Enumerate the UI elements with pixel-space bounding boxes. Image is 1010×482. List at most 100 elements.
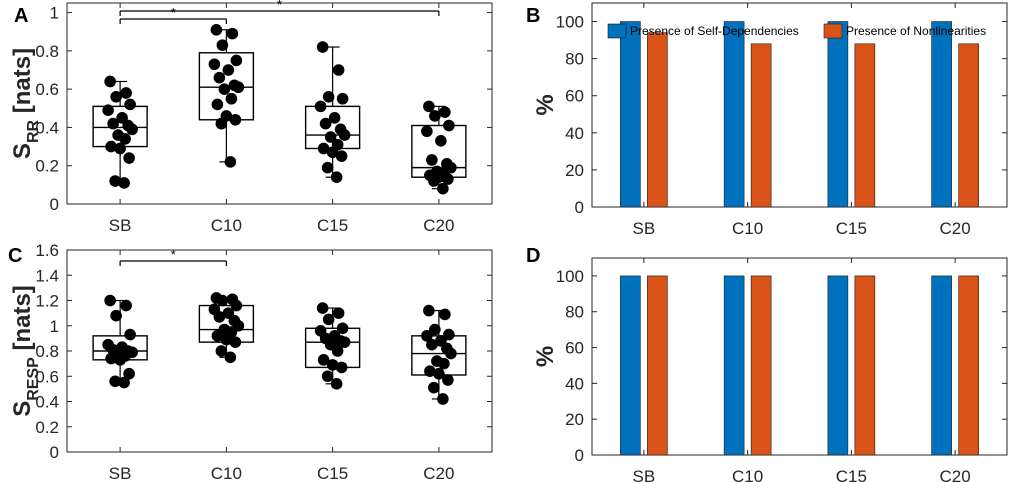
y-axis-label-unit: [nats] xyxy=(9,48,36,120)
data-point xyxy=(220,333,233,346)
bar-nonlinearities-c20 xyxy=(958,275,979,456)
panel-letter: C xyxy=(8,245,22,267)
x-tick-label: C20 xyxy=(423,216,454,235)
data-point xyxy=(321,370,334,383)
data-point xyxy=(215,117,228,130)
legend-label: Presence of Self-Dependencies xyxy=(630,24,799,38)
x-tick-label: SB xyxy=(109,216,132,235)
y-tick-label: 0.8 xyxy=(35,42,59,61)
y-tick-label: 40 xyxy=(565,374,584,393)
data-point xyxy=(118,376,130,389)
x-tick-label: SB xyxy=(109,464,132,482)
data-point xyxy=(230,299,243,312)
data-point xyxy=(332,307,345,319)
data-point xyxy=(424,365,436,378)
y-tick-label: 100 xyxy=(556,13,584,32)
data-point xyxy=(336,322,349,335)
data-point xyxy=(123,152,135,164)
data-point xyxy=(118,177,130,189)
y-axis-label: % xyxy=(532,94,559,115)
y-tick-label: 0 xyxy=(575,446,584,465)
y-tick-label: 0.4 xyxy=(35,118,59,137)
significance-bracket: * xyxy=(119,5,227,24)
data-point xyxy=(316,41,329,53)
data-point xyxy=(338,129,351,141)
bar-self-dependencies-c20 xyxy=(931,275,952,456)
data-point xyxy=(211,330,224,342)
box-sb xyxy=(92,294,148,389)
data-point xyxy=(437,393,449,405)
data-point xyxy=(109,175,121,187)
bar-self-dependencies-c15 xyxy=(827,21,849,208)
data-point xyxy=(426,154,438,166)
data-point xyxy=(338,336,351,348)
data-point xyxy=(335,361,348,374)
panel-letter: D xyxy=(526,245,540,267)
data-point xyxy=(102,104,114,116)
x-tick-label: C10 xyxy=(211,464,242,482)
panel-letter: B xyxy=(526,5,540,27)
bar-nonlinearities-c15 xyxy=(854,43,876,208)
data-point xyxy=(120,299,132,312)
x-tick-label: C15 xyxy=(317,216,348,235)
significance-star: * xyxy=(171,5,176,20)
bar-self-dependencies-sb xyxy=(620,21,641,208)
panel-b: B 0 20 40 60 80 100 SB C10 C15 C20% Presence of Sel… xyxy=(526,2,1008,238)
box-c10 xyxy=(198,292,255,364)
box-c15 xyxy=(304,302,361,390)
data-point xyxy=(317,354,330,366)
bar-nonlinearities-c10 xyxy=(750,275,772,456)
data-point xyxy=(442,173,454,185)
data-point xyxy=(428,381,440,394)
data-point xyxy=(433,367,445,380)
y-axis-label-unit: [nats] xyxy=(9,285,36,357)
bar-self-dependencies-c20 xyxy=(931,21,952,208)
significance-star: * xyxy=(277,0,282,12)
data-point xyxy=(213,311,226,323)
y-tick-label: 0.8 xyxy=(35,342,59,361)
data-point xyxy=(213,71,226,84)
x-tick-label: C15 xyxy=(836,219,867,238)
data-point xyxy=(421,125,433,138)
data-point xyxy=(336,92,349,105)
data-point xyxy=(438,357,450,370)
data-point xyxy=(428,175,440,187)
data-point xyxy=(114,142,126,155)
data-point xyxy=(429,323,441,336)
panel-d: D 0 20 40 60 80 100 SB C10 C15 C20% xyxy=(526,245,1008,482)
y-tick-label: 1.6 xyxy=(35,241,59,260)
x-tick-label: C15 xyxy=(317,464,348,482)
data-point xyxy=(423,304,435,317)
data-point xyxy=(435,135,447,147)
data-point xyxy=(123,367,135,380)
data-point xyxy=(326,146,339,159)
bar-nonlinearities-c10 xyxy=(750,43,772,208)
data-point xyxy=(105,140,117,153)
bar-nonlinearities-c20 xyxy=(958,43,979,208)
data-point xyxy=(224,351,237,364)
y-tick-label: 20 xyxy=(565,161,584,180)
box-c20 xyxy=(411,100,467,195)
legend-swatch xyxy=(823,23,843,39)
data-point xyxy=(110,309,122,322)
y-tick-label: 60 xyxy=(565,87,584,106)
data-point xyxy=(322,91,335,103)
bar-self-dependencies-c15 xyxy=(827,275,849,456)
y-tick-label: 80 xyxy=(565,50,584,69)
bar-self-dependencies-c10 xyxy=(723,275,745,456)
data-point xyxy=(225,92,238,105)
y-axis-label: SRR [nats] xyxy=(9,48,42,159)
data-point xyxy=(222,64,235,76)
box-sb xyxy=(92,75,148,189)
data-point xyxy=(319,117,332,130)
data-point xyxy=(124,98,136,111)
data-point xyxy=(317,142,330,155)
legend-swatch xyxy=(607,23,627,39)
y-tick-label: 1.4 xyxy=(35,266,59,285)
axes-frame xyxy=(591,257,1008,456)
data-point xyxy=(335,150,348,162)
data-point xyxy=(326,359,339,371)
data-point xyxy=(322,313,335,326)
data-point xyxy=(215,345,228,357)
